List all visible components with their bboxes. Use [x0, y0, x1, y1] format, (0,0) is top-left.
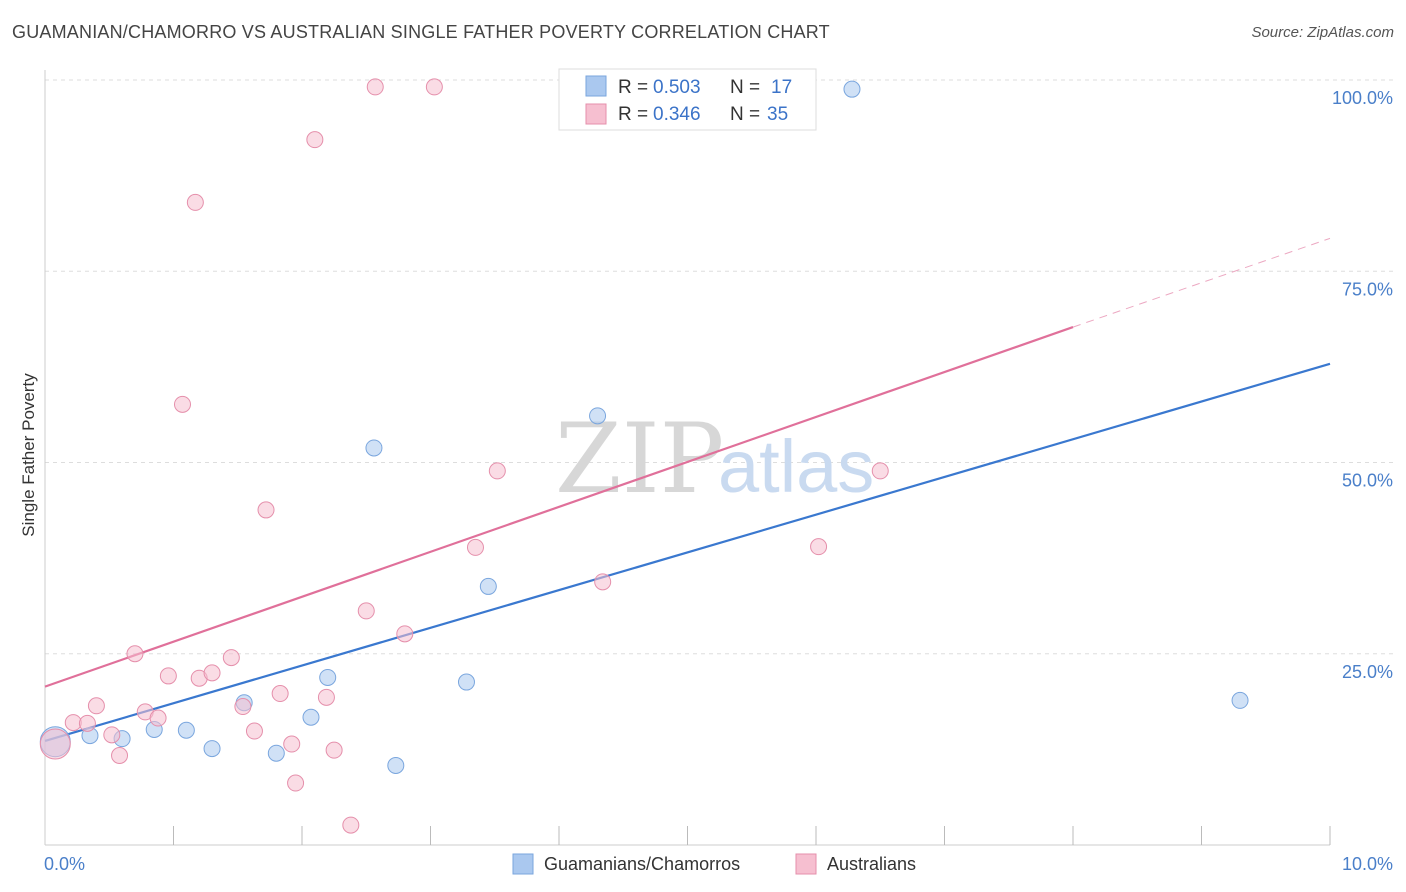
point-australian-17 — [257, 501, 275, 519]
point-australian-8 — [149, 709, 167, 727]
point-australian-10 — [173, 395, 191, 413]
point-australian-18 — [271, 685, 289, 703]
legend-n-label-2: N = — [730, 104, 760, 125]
point-australian-27 — [396, 625, 414, 643]
legend-n-label-1: N = — [730, 77, 760, 98]
series-label-australians: Australians — [827, 854, 916, 874]
legend-r-value-1: 0.503 — [653, 77, 701, 98]
point-australian-32 — [810, 538, 828, 556]
y-tick-label-50: 50.0% — [1342, 471, 1393, 491]
data-points — [39, 78, 1249, 834]
point-guamanian-9 — [319, 668, 337, 686]
point-australian-13 — [203, 664, 221, 682]
point-australian-15 — [234, 698, 252, 716]
point-guamanian-7 — [267, 744, 285, 762]
axes — [44, 70, 1331, 846]
point-australian-28 — [425, 78, 443, 96]
point-australian-30 — [488, 462, 506, 480]
legend-r-label-2: R = — [618, 104, 648, 125]
grid-lines — [45, 79, 1393, 655]
trend-lines — [44, 237, 1331, 743]
y-tick-label-25: 25.0% — [1342, 662, 1393, 682]
point-australian-6 — [126, 645, 144, 663]
point-australian-4 — [103, 726, 121, 744]
legend-swatch-pink — [585, 103, 607, 125]
source-label: Source: ZipAtlas.com — [1251, 24, 1394, 41]
legend-n-value-2: 35 — [767, 104, 788, 125]
point-australian-26 — [366, 78, 384, 96]
point-australian-14 — [222, 649, 240, 667]
point-australian-23 — [325, 741, 343, 759]
point-australian-5 — [111, 746, 129, 764]
point-guamanian-12 — [457, 673, 475, 691]
point-australian-21 — [306, 131, 324, 149]
y-axis-title: Single Father Poverty — [19, 373, 38, 537]
point-australian-20 — [287, 774, 305, 792]
point-guamanian-15 — [843, 80, 861, 98]
point-australian-3 — [87, 697, 105, 715]
series-label-guamanians: Guamanians/Chamorros — [544, 854, 740, 874]
series-swatch-blue — [512, 853, 534, 875]
point-australian-24 — [342, 816, 360, 834]
x-tick-label-left: 0.0% — [44, 854, 85, 874]
point-guamanian-16 — [1231, 691, 1249, 709]
y-tick-label-100: 100.0% — [1332, 88, 1393, 108]
y-tick-label-75: 75.0% — [1342, 279, 1393, 299]
chart-title: GUAMANIAN/CHAMORRO VS AUSTRALIAN SINGLE … — [12, 22, 830, 42]
correlation-legend: R = 0.503 N = 17 R = 0.346 N = 35 — [558, 68, 817, 131]
point-australian-33 — [871, 462, 889, 480]
x-tick-label-right: 10.0% — [1342, 854, 1393, 874]
point-guamanian-8 — [302, 708, 320, 726]
series-legend: Guamanians/Chamorros Australians — [512, 853, 916, 875]
point-australian-31 — [594, 573, 612, 591]
point-australian-22 — [317, 688, 335, 706]
point-australian-25 — [357, 602, 375, 620]
series-swatch-pink — [795, 853, 817, 875]
legend-r-label-1: R = — [618, 77, 648, 98]
trend-extension-1 — [1072, 237, 1331, 328]
point-australian-9 — [159, 667, 177, 685]
point-guamanian-14 — [589, 407, 607, 425]
point-australian-29 — [466, 538, 484, 556]
y-tick-labels: 25.0% 50.0% 75.0% 100.0% — [1332, 88, 1393, 682]
watermark-atlas: atlas — [718, 425, 874, 508]
point-australian-0 — [39, 728, 71, 760]
point-australian-2 — [78, 714, 96, 732]
point-guamanian-10 — [365, 439, 383, 457]
legend-n-value-1: 17 — [771, 77, 792, 98]
point-australian-11 — [186, 193, 204, 211]
point-australian-16 — [245, 722, 263, 740]
legend-swatch-blue — [585, 75, 607, 97]
point-guamanian-13 — [479, 577, 497, 595]
legend-r-value-2: 0.346 — [653, 104, 701, 125]
point-guamanian-5 — [203, 740, 221, 758]
point-guamanian-4 — [177, 721, 195, 739]
point-australian-19 — [283, 735, 301, 753]
trend-line-0 — [44, 362, 1331, 743]
trend-line-1 — [44, 326, 1074, 688]
point-australian-1 — [64, 714, 82, 732]
point-guamanian-11 — [387, 756, 405, 774]
